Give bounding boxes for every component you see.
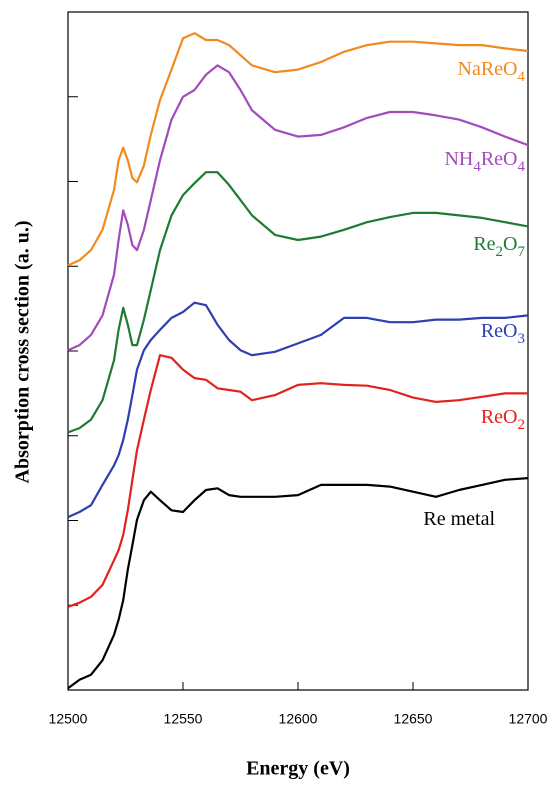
series-label: NaReO4 <box>458 58 526 86</box>
x-tick-label: 12700 <box>509 711 548 727</box>
x-tick-label: 12500 <box>49 711 88 727</box>
y-axis-title: Absorption cross section (a. u.) <box>12 221 34 484</box>
series-line <box>67 171 529 434</box>
x-tick-label: 12550 <box>164 711 203 727</box>
x-tick-label: 12650 <box>394 711 433 727</box>
series-line <box>67 354 528 608</box>
series-label: Re metal <box>423 508 495 530</box>
series-line <box>67 477 529 690</box>
series-line <box>67 32 529 267</box>
plot-frame <box>67 11 529 691</box>
series-label: Re2O7 <box>473 233 525 261</box>
x-tick-label: 12600 <box>279 711 318 727</box>
series-line <box>67 301 529 519</box>
series-label: ReO2 <box>481 406 525 434</box>
series-line <box>67 64 529 352</box>
x-axis-title: Energy (eV) <box>246 758 350 780</box>
series-label: ReO3 <box>481 320 525 348</box>
series-label: NH4ReO4 <box>444 148 525 176</box>
